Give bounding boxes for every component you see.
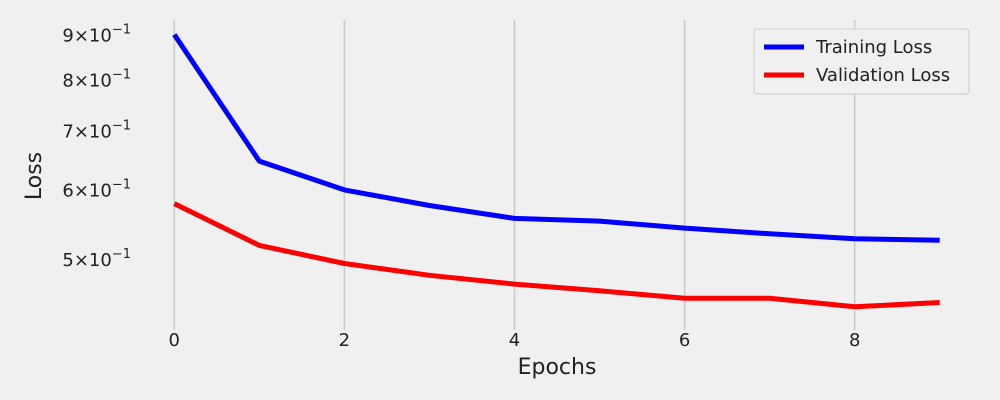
validation-loss-line bbox=[173, 201, 940, 310]
training-loss-line bbox=[172, 33, 940, 243]
x-tick-label: 8 bbox=[849, 330, 860, 351]
y-tick-labels: 9×10−1 8×10−1 7×10−1 6×10−1 5×10−1 bbox=[62, 23, 131, 271]
x-tick-label: 6 bbox=[679, 330, 690, 351]
y-axis-title: Loss bbox=[22, 152, 47, 200]
y-tick-label: 6×10−1 bbox=[62, 177, 131, 201]
x-tick-label: 0 bbox=[169, 330, 180, 351]
legend-label-validation: Validation Loss bbox=[816, 65, 950, 86]
y-tick-label: 7×10−1 bbox=[62, 118, 131, 142]
y-tick-label: 8×10−1 bbox=[62, 68, 131, 92]
legend-label-training: Training Loss bbox=[815, 37, 932, 58]
y-tick-label: 5×10−1 bbox=[62, 247, 131, 271]
legend: Training Loss Validation Loss bbox=[753, 28, 970, 95]
y-tick-label: 9×10−1 bbox=[62, 23, 131, 47]
x-tick-label: 2 bbox=[339, 330, 350, 351]
x-tick-labels: 0 2 4 6 8 bbox=[169, 330, 861, 351]
x-axis-title: Epochs bbox=[518, 355, 597, 380]
series-lines bbox=[172, 33, 940, 310]
x-tick-label: 4 bbox=[509, 330, 520, 351]
legend-box bbox=[753, 28, 970, 95]
